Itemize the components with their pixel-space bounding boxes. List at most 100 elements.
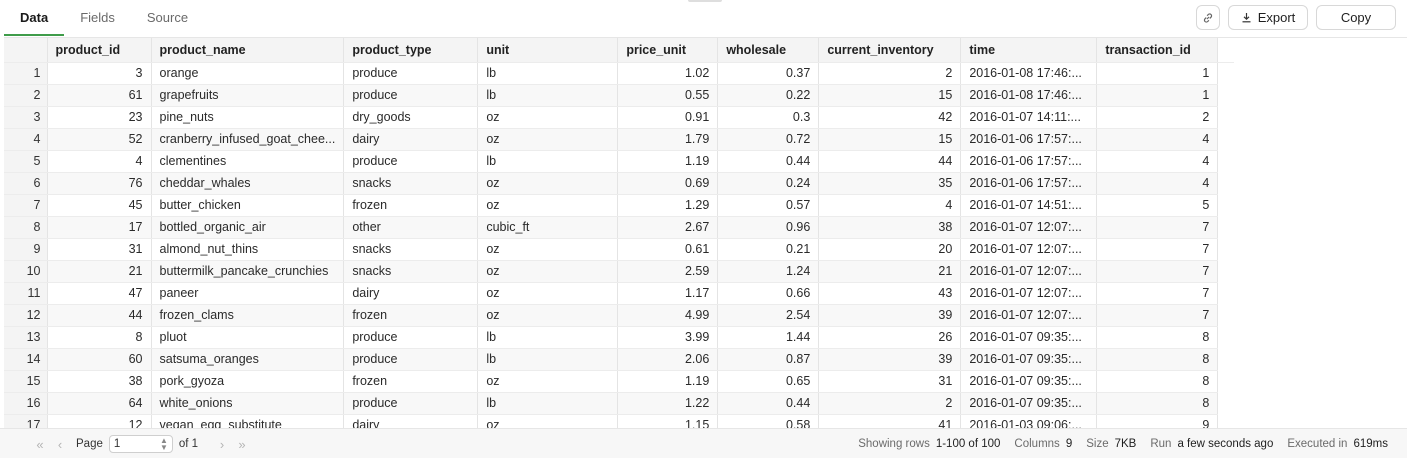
- table-row[interactable]: 9 31 almond_nut_thins snacks oz 0.61 0.21 20 201…: [4, 238, 1235, 261]
- cell-product-type[interactable]: produce: [343, 348, 479, 371]
- cell-product-type[interactable]: dry_goods: [343, 106, 479, 129]
- cell-unit[interactable]: lb: [477, 150, 619, 173]
- cell-product-name[interactable]: white_onions: [151, 392, 345, 415]
- cell-unit[interactable]: oz: [477, 260, 619, 283]
- cell-price-unit[interactable]: 1.22: [617, 392, 719, 415]
- cell-transaction-id[interactable]: 8: [1096, 326, 1219, 349]
- cell-price-unit[interactable]: 4.99: [617, 304, 719, 327]
- cell-wholesale[interactable]: 2.54: [717, 304, 820, 327]
- cell-unit[interactable]: oz: [477, 172, 619, 195]
- cell-product-id[interactable]: 3: [47, 62, 152, 85]
- cell-product-type[interactable]: dairy: [343, 128, 479, 151]
- cell-unit[interactable]: lb: [477, 62, 619, 85]
- cell-time[interactable]: 2016-01-07 09:35:...: [960, 392, 1098, 415]
- cell-product-id[interactable]: 23: [47, 106, 152, 129]
- cell-current-inventory[interactable]: 4: [818, 194, 962, 217]
- cell-transaction-id[interactable]: 4: [1096, 128, 1219, 151]
- cell-unit[interactable]: cubic_ft: [477, 216, 619, 239]
- table-row[interactable]: 15 38 pork_gyoza frozen oz 1.19 0.65 31 2016-01-…: [4, 370, 1235, 393]
- cell-time[interactable]: 2016-01-07 14:11:...: [960, 106, 1098, 129]
- cell-product-id[interactable]: 44: [47, 304, 152, 327]
- cell-price-unit[interactable]: 1.02: [617, 62, 719, 85]
- cell-unit[interactable]: oz: [477, 238, 619, 261]
- cell-product-id[interactable]: 12: [47, 414, 152, 428]
- cell-product-type[interactable]: produce: [343, 62, 479, 85]
- cell-product-type[interactable]: frozen: [343, 194, 479, 217]
- cell-wholesale[interactable]: 0.96: [717, 216, 820, 239]
- cell-current-inventory[interactable]: 15: [818, 84, 962, 107]
- prev-page-icon[interactable]: ‹: [57, 436, 63, 452]
- table-row[interactable]: 7 45 butter_chicken frozen oz 1.29 0.57 4 2016-0…: [4, 194, 1235, 217]
- cell-unit[interactable]: lb: [477, 392, 619, 415]
- cell-product-name[interactable]: cranberry_infused_goat_chee...: [151, 128, 345, 151]
- column-header-product-id[interactable]: product_id: [47, 38, 152, 63]
- cell-product-type[interactable]: produce: [343, 392, 479, 415]
- first-page-icon[interactable]: «: [36, 436, 44, 452]
- cell-time[interactable]: 2016-01-03 09:06:...: [960, 414, 1098, 428]
- data-grid[interactable]: product_id product_name product_type unit pr…: [4, 37, 1407, 428]
- cell-wholesale[interactable]: 0.87: [717, 348, 820, 371]
- cell-unit[interactable]: oz: [477, 414, 619, 428]
- cell-product-id[interactable]: 8: [47, 326, 152, 349]
- column-header-transaction-id[interactable]: transaction_id: [1096, 38, 1219, 63]
- cell-wholesale[interactable]: 0.44: [717, 150, 820, 173]
- cell-time[interactable]: 2016-01-07 14:51:...: [960, 194, 1098, 217]
- table-row[interactable]: 13 8 pluot produce lb 3.99 1.44 26 2016-01-07 09…: [4, 326, 1235, 349]
- cell-transaction-id[interactable]: 1: [1096, 84, 1219, 107]
- cell-wholesale[interactable]: 0.72: [717, 128, 820, 151]
- cell-product-id[interactable]: 17: [47, 216, 152, 239]
- cell-product-type[interactable]: dairy: [343, 282, 479, 305]
- cell-time[interactable]: 2016-01-07 12:07:...: [960, 216, 1098, 239]
- cell-unit[interactable]: lb: [477, 348, 619, 371]
- cell-current-inventory[interactable]: 2: [818, 62, 962, 85]
- column-header-wholesale[interactable]: wholesale: [717, 38, 820, 63]
- tab-data[interactable]: Data: [4, 0, 65, 36]
- cell-product-name[interactable]: butter_chicken: [151, 194, 345, 217]
- cell-current-inventory[interactable]: 43: [818, 282, 962, 305]
- cell-unit[interactable]: oz: [477, 304, 619, 327]
- cell-wholesale[interactable]: 0.37: [717, 62, 820, 85]
- cell-product-name[interactable]: buttermilk_pancake_crunchies: [151, 260, 345, 283]
- copy-link-button[interactable]: [1196, 5, 1220, 30]
- cell-price-unit[interactable]: 0.61: [617, 238, 719, 261]
- table-row[interactable]: 10 21 buttermilk_pancake_crunchies snacks oz…: [4, 260, 1235, 283]
- cell-transaction-id[interactable]: 7: [1096, 260, 1219, 283]
- cell-product-id[interactable]: 31: [47, 238, 152, 261]
- cell-wholesale[interactable]: 0.66: [717, 282, 820, 305]
- cell-current-inventory[interactable]: 35: [818, 172, 962, 195]
- table-row[interactable]: 1 3 orange produce lb 1.02 0.37 2 2016-01-08 17:…: [4, 62, 1235, 85]
- cell-unit[interactable]: oz: [477, 106, 619, 129]
- cell-product-name[interactable]: almond_nut_thins: [151, 238, 345, 261]
- cell-current-inventory[interactable]: 31: [818, 370, 962, 393]
- table-row[interactable]: 11 47 paneer dairy oz 1.17 0.66 43 2016-01-07 12…: [4, 282, 1235, 305]
- cell-product-type[interactable]: dairy: [343, 414, 479, 428]
- stepper-icon[interactable]: ▲ ▼: [159, 436, 168, 452]
- cell-wholesale[interactable]: 0.44: [717, 392, 820, 415]
- cell-wholesale[interactable]: 1.44: [717, 326, 820, 349]
- table-row[interactable]: 17 12 vegan_egg_substitute dairy oz 1.15 0.58 4…: [4, 414, 1235, 428]
- column-header-product-type[interactable]: product_type: [343, 38, 479, 63]
- cell-current-inventory[interactable]: 21: [818, 260, 962, 283]
- column-header-product-name[interactable]: product_name: [151, 38, 345, 63]
- cell-product-id[interactable]: 21: [47, 260, 152, 283]
- cell-product-name[interactable]: orange: [151, 62, 345, 85]
- table-row[interactable]: 12 44 frozen_clams frozen oz 4.99 2.54 39 2016-0…: [4, 304, 1235, 327]
- column-header-time[interactable]: time: [960, 38, 1098, 63]
- cell-price-unit[interactable]: 0.91: [617, 106, 719, 129]
- cell-product-id[interactable]: 52: [47, 128, 152, 151]
- cell-product-id[interactable]: 45: [47, 194, 152, 217]
- cell-current-inventory[interactable]: 41: [818, 414, 962, 428]
- cell-time[interactable]: 2016-01-07 12:07:...: [960, 260, 1098, 283]
- tab-fields[interactable]: Fields: [80, 10, 115, 25]
- tab-source[interactable]: Source: [146, 10, 189, 25]
- cell-current-inventory[interactable]: 39: [818, 348, 962, 371]
- cell-time[interactable]: 2016-01-06 17:57:...: [960, 150, 1098, 173]
- table-row[interactable]: 2 61 grapefruits produce lb 0.55 0.22 15 2016-01…: [4, 84, 1235, 107]
- cell-transaction-id[interactable]: 7: [1096, 304, 1219, 327]
- cell-price-unit[interactable]: 1.19: [617, 150, 719, 173]
- cell-unit[interactable]: lb: [477, 326, 619, 349]
- cell-wholesale[interactable]: 0.57: [717, 194, 820, 217]
- cell-price-unit[interactable]: 0.55: [617, 84, 719, 107]
- cell-current-inventory[interactable]: 39: [818, 304, 962, 327]
- cell-price-unit[interactable]: 1.19: [617, 370, 719, 393]
